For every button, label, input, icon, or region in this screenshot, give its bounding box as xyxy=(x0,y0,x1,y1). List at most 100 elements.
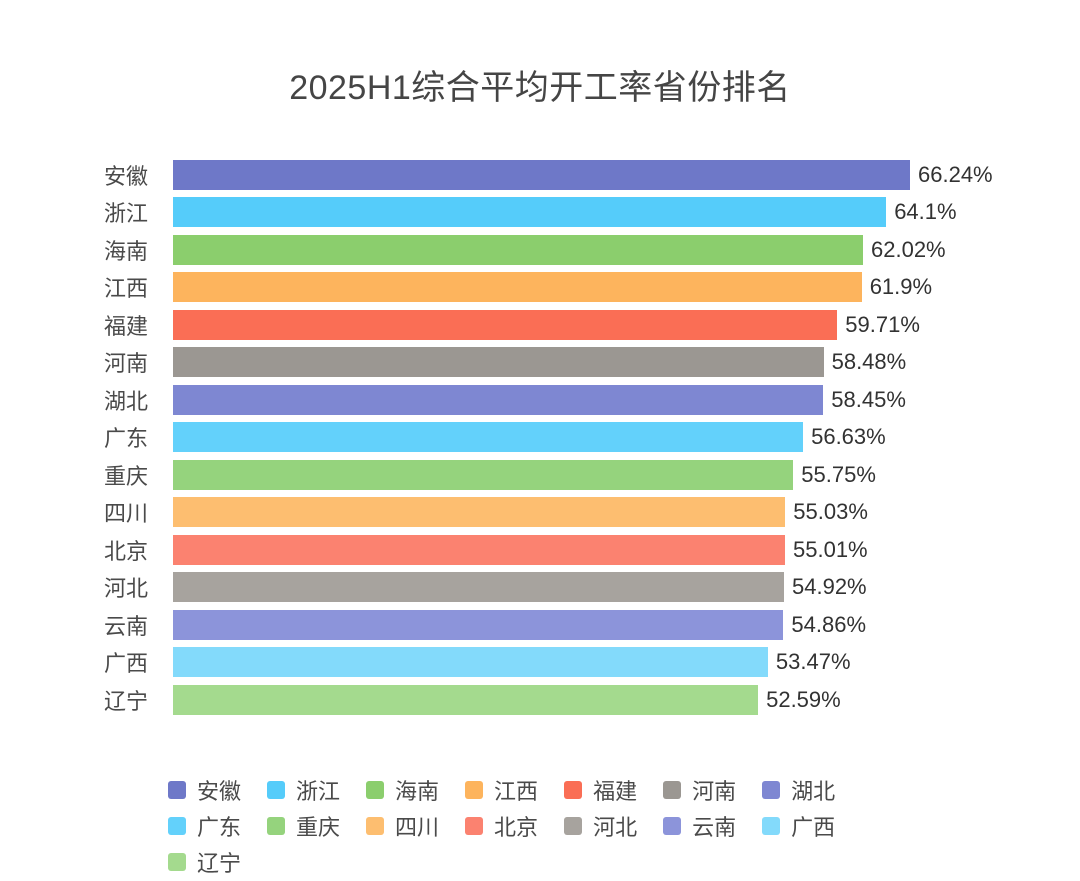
bar-row: 江西 61.9% xyxy=(0,269,1080,307)
category-label: 浙江 xyxy=(103,201,148,227)
bar[interactable] xyxy=(173,497,786,528)
category-label: 海南 xyxy=(103,238,148,264)
legend-label: 辽宁 xyxy=(197,851,242,876)
value-label: 58.48% xyxy=(831,349,907,375)
value-label: 52.59% xyxy=(766,686,841,712)
bar[interactable] xyxy=(173,384,824,415)
legend-item[interactable]: 广西 xyxy=(762,808,835,844)
category-label: 安徽 xyxy=(103,163,148,189)
legend-swatch-icon xyxy=(168,817,186,835)
category-label: 湖北 xyxy=(103,388,148,414)
value-label: 53.47% xyxy=(775,649,851,675)
value-label: 61.9% xyxy=(869,274,933,300)
legend-label: 福建 xyxy=(593,779,638,804)
value-label: 54.86% xyxy=(791,611,867,637)
legend-swatch-icon xyxy=(366,817,385,835)
legend-item[interactable]: 重庆 xyxy=(267,808,340,844)
bar-row: 湖北 58.45% xyxy=(0,381,1080,419)
category-label: 河南 xyxy=(103,351,148,377)
value-label: 59.71% xyxy=(845,311,920,337)
legend-label: 河北 xyxy=(593,815,638,840)
bar[interactable] xyxy=(173,347,824,378)
legend-label: 安徽 xyxy=(197,779,242,804)
bar[interactable] xyxy=(173,272,862,303)
legend-swatch-icon xyxy=(168,781,186,799)
bar[interactable] xyxy=(173,459,794,490)
bar[interactable] xyxy=(173,234,863,265)
legend-swatch-icon xyxy=(762,781,781,799)
bar-row: 河北 54.92% xyxy=(0,569,1080,607)
bar-row: 浙江 64.1% xyxy=(0,194,1080,232)
legend-swatch-icon xyxy=(366,781,385,799)
category-label: 河北 xyxy=(103,576,148,602)
bar[interactable] xyxy=(173,197,887,228)
bar-row: 北京 55.01% xyxy=(0,531,1080,569)
legend-label: 广西 xyxy=(791,815,836,840)
category-label: 北京 xyxy=(103,538,148,564)
category-label: 云南 xyxy=(103,613,148,639)
value-label: 55.01% xyxy=(793,536,868,562)
bar-row: 广东 56.63% xyxy=(0,419,1080,457)
value-label: 66.24% xyxy=(918,161,993,187)
category-label: 广东 xyxy=(103,426,148,452)
bar-rows: 安徽 66.24% 浙江 64.1% 海南 62.02% 江西 61.9% 福建… xyxy=(0,156,1080,719)
bar-row: 云南 54.86% xyxy=(0,606,1080,644)
value-label: 58.45% xyxy=(831,386,906,412)
value-label: 62.02% xyxy=(871,236,946,262)
legend-label: 云南 xyxy=(692,815,737,840)
bar[interactable] xyxy=(173,422,804,453)
legend: 安徽 浙江 海南 江西 福建 河南 湖北 广东 重庆 四川 北京 xyxy=(168,772,960,880)
legend-swatch-icon xyxy=(267,817,286,835)
category-label: 福建 xyxy=(103,313,148,339)
category-label: 重庆 xyxy=(103,463,148,489)
legend-item[interactable]: 安徽 xyxy=(168,772,241,808)
bar[interactable] xyxy=(173,159,910,190)
legend-swatch-icon xyxy=(762,817,781,835)
category-label: 四川 xyxy=(103,501,148,527)
legend-swatch-icon xyxy=(564,817,583,835)
legend-item[interactable]: 广东 xyxy=(168,808,241,844)
category-label: 广西 xyxy=(103,651,148,677)
value-label: 64.1% xyxy=(894,199,957,225)
bar[interactable] xyxy=(173,309,838,340)
category-label: 辽宁 xyxy=(103,688,148,714)
bar[interactable] xyxy=(173,534,785,565)
legend-label: 四川 xyxy=(395,815,440,840)
legend-item[interactable]: 北京 xyxy=(465,808,538,844)
legend-label: 浙江 xyxy=(296,779,341,804)
bar-row: 河南 58.48% xyxy=(0,344,1080,382)
value-label: 54.92% xyxy=(792,574,867,600)
legend-item[interactable]: 江西 xyxy=(465,772,538,808)
legend-item[interactable]: 辽宁 xyxy=(168,844,241,880)
legend-item[interactable]: 四川 xyxy=(366,808,439,844)
legend-swatch-icon xyxy=(465,781,484,799)
bar-row: 福建 59.71% xyxy=(0,306,1080,344)
legend-swatch-icon xyxy=(168,853,186,871)
legend-item[interactable]: 浙江 xyxy=(267,772,340,808)
legend-item[interactable]: 云南 xyxy=(663,808,736,844)
legend-item[interactable]: 湖北 xyxy=(762,772,835,808)
legend-swatch-icon xyxy=(465,817,484,835)
chart-title: 2025H1综合平均开工率省份排名 xyxy=(289,69,791,107)
legend-label: 湖北 xyxy=(791,779,836,804)
bar[interactable] xyxy=(173,572,784,603)
bar[interactable] xyxy=(173,684,759,715)
value-label: 55.03% xyxy=(793,499,868,525)
legend-item[interactable]: 河南 xyxy=(663,772,736,808)
legend-label: 河南 xyxy=(692,779,737,804)
legend-item[interactable]: 海南 xyxy=(366,772,439,808)
bar-row: 海南 62.02% xyxy=(0,231,1080,269)
bar[interactable] xyxy=(173,647,768,678)
legend-swatch-icon xyxy=(267,781,286,799)
bar-row: 重庆 55.75% xyxy=(0,456,1080,494)
legend-swatch-icon xyxy=(564,781,583,799)
category-label: 江西 xyxy=(103,276,148,302)
bar-row: 安徽 66.24% xyxy=(0,156,1080,194)
legend-label: 江西 xyxy=(494,779,539,804)
value-label: 56.63% xyxy=(811,424,886,450)
legend-item[interactable]: 福建 xyxy=(564,772,637,808)
legend-swatch-icon xyxy=(663,817,682,835)
legend-item[interactable]: 河北 xyxy=(564,808,637,844)
bar-row: 广西 53.47% xyxy=(0,644,1080,682)
bar[interactable] xyxy=(173,609,784,640)
